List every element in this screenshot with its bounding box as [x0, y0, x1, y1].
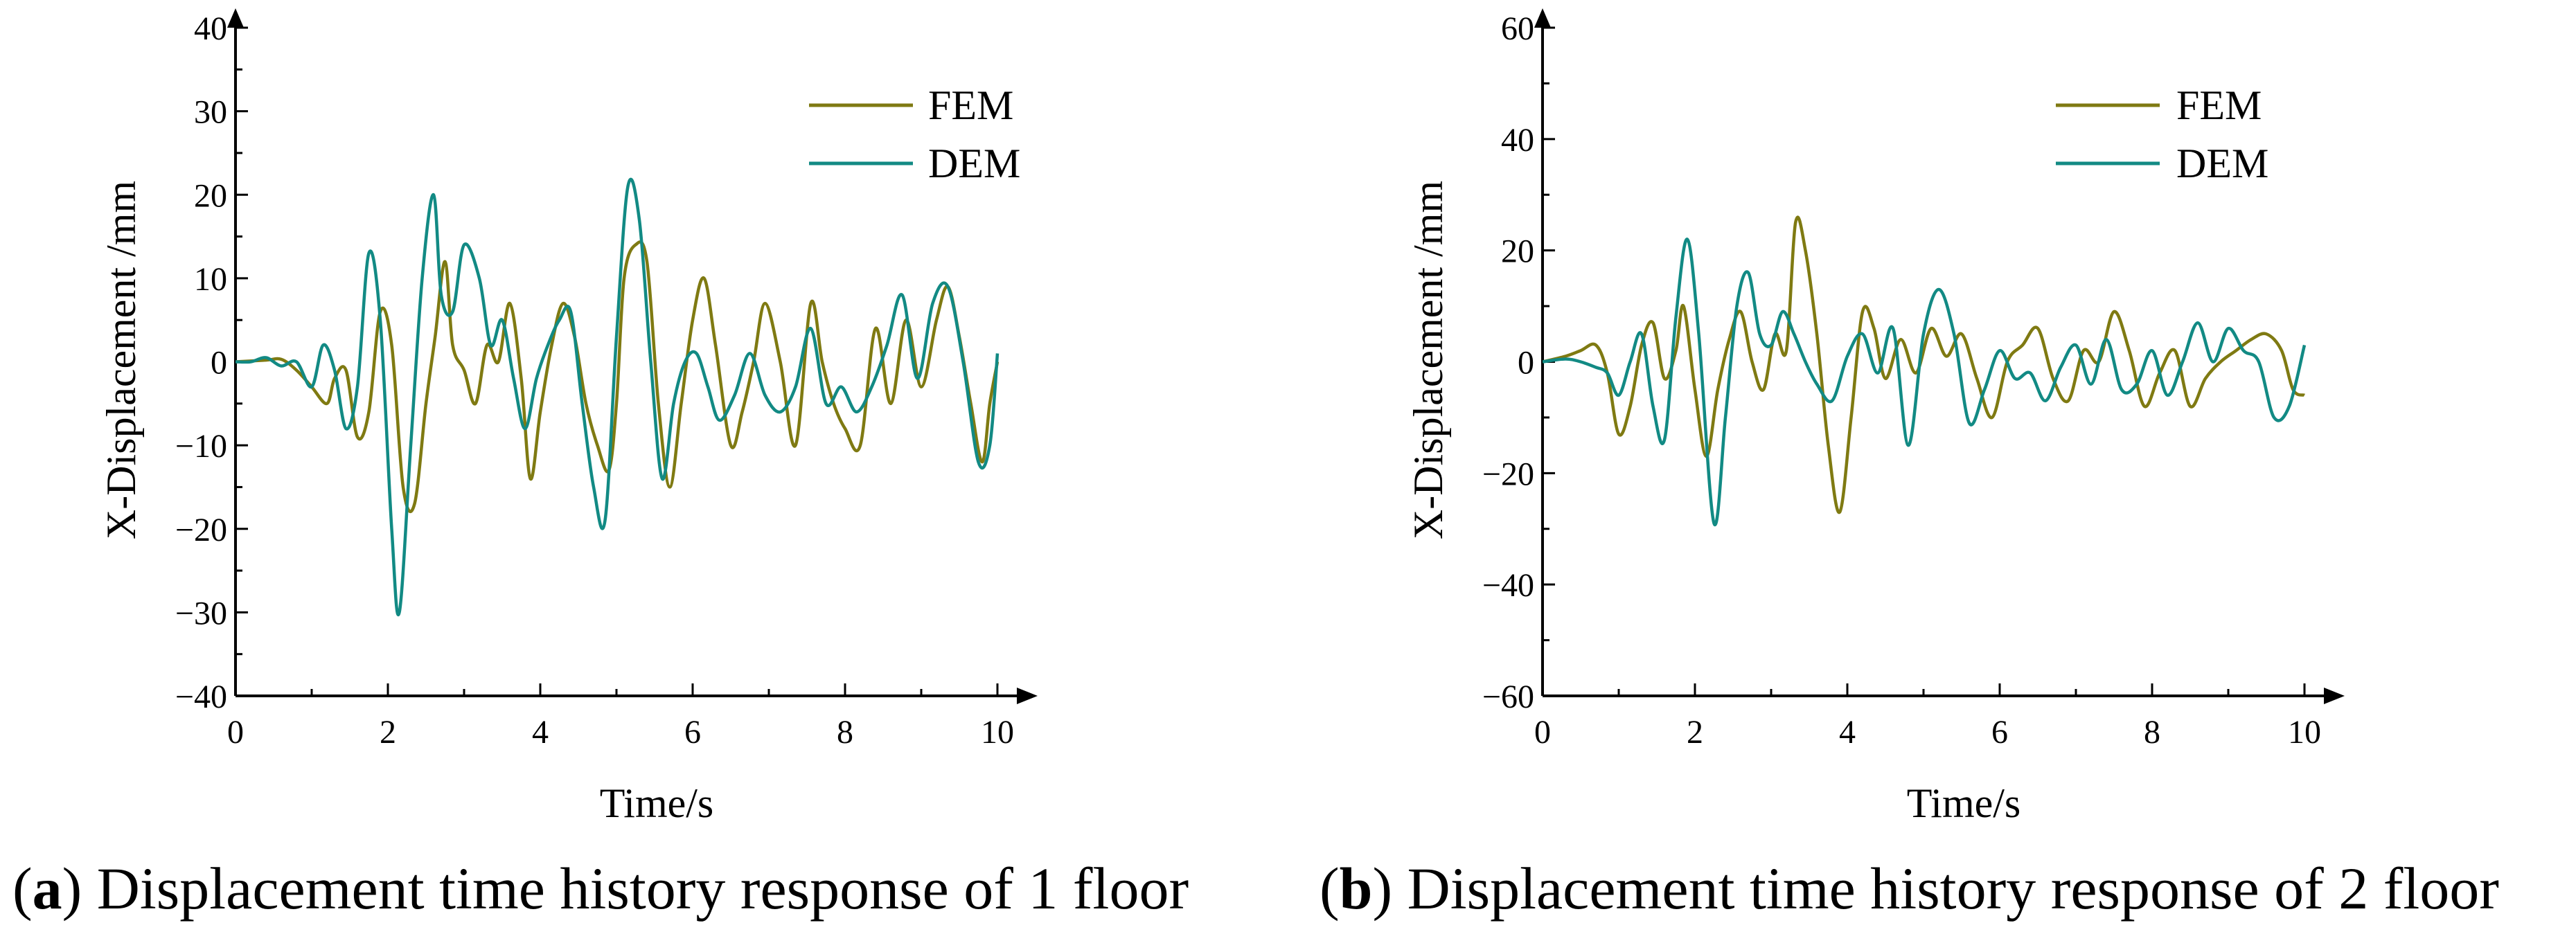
chart-b-legend-fem-label: FEM: [2176, 82, 2262, 128]
chart-a-y-tick-label: −30: [175, 595, 227, 631]
caption-b-text: Displacement time history response of 2 …: [1407, 855, 2499, 922]
chart-b-legend: FEM DEM: [2056, 82, 2268, 186]
chart-a-ylabel: X-Displacement /mm: [98, 181, 144, 539]
caption-b-label: b: [1339, 855, 1373, 922]
chart-b-y-tick-label: 60: [1501, 10, 1534, 47]
chart-a-x-tick-label: 10: [981, 714, 1014, 751]
chart-a: 0 2 4 6 8 10 −40 −30 −20 −10 0 10 20 30 40 Time/s X-Di…: [98, 8, 1038, 826]
chart-b-y-arrow: [1534, 8, 1551, 28]
chart-a-y-arrow: [227, 8, 244, 28]
chart-b-y-tick-label: 20: [1501, 233, 1534, 270]
chart-a-series: [236, 177, 1000, 616]
chart-b-y-tick-label: 0: [1518, 345, 1534, 382]
chart-b-tick-labels: 0 2 4 6 8 10 −60 −40 −20 0 20 40 60: [1482, 10, 2321, 751]
chart-a-y-tick-label: 40: [194, 10, 227, 47]
chart-b-x-tick-label: 0: [1534, 714, 1551, 751]
chart-a-x-tick-label: 0: [227, 714, 244, 751]
chart-b-y-tick-label: 40: [1501, 122, 1534, 159]
chart-a-series-fem: [236, 240, 1000, 513]
chart-a-y-tick-label: −20: [175, 512, 227, 548]
chart-a-tick-labels: 0 2 4 6 8 10 −40 −30 −20 −10 0 10 20 30 40: [175, 10, 1014, 751]
caption-a: (a) Displacement time history response o…: [12, 855, 1189, 922]
chart-a-y-tick-label: 20: [194, 177, 227, 214]
chart-b-x-tick-label: 6: [1991, 714, 2008, 751]
chart-b-axes: [1534, 8, 2345, 704]
chart-a-legend-dem-label: DEM: [928, 141, 1020, 186]
caption-a-label: a: [32, 855, 62, 922]
chart-b-ylabel: X-Displacement /mm: [1405, 181, 1451, 539]
chart-a-x-tick-label: 4: [532, 714, 549, 751]
caption-a-text: Displacement time history response of 1 …: [96, 855, 1189, 922]
chart-a-xlabel: Time/s: [600, 780, 714, 826]
chart-a-y-tick-label: 0: [211, 345, 227, 382]
caption-b: (b) Displacement time history response o…: [1320, 855, 2499, 922]
chart-a-x-tick-label: 6: [684, 714, 701, 751]
chart-b-legend-dem-label: DEM: [2176, 141, 2268, 186]
chart-b-x-tick-label: 2: [1687, 714, 1703, 751]
chart-b-x-tick-label: 8: [2144, 714, 2160, 751]
chart-b-x-tick-label: 4: [1839, 714, 1856, 751]
chart-b-xlabel: Time/s: [1907, 780, 2021, 826]
chart-b-series-fem: [1543, 215, 2306, 514]
chart-b-y-tick-label: −20: [1482, 456, 1534, 492]
chart-a-legend-fem-label: FEM: [928, 82, 1013, 128]
chart-b-y-tick-label: −40: [1482, 567, 1534, 604]
chart-a-y-tick-label: 30: [194, 94, 227, 131]
chart-a-x-tick-label: 8: [837, 714, 853, 751]
chart-a-legend: FEM DEM: [809, 82, 1020, 186]
chart-b: 0 2 4 6 8 10 −60 −40 −20 0 20 40 60 Time/s X-Displac…: [1405, 8, 2345, 826]
chart-a-series-dem: [236, 177, 1000, 616]
chart-a-y-tick-label: 10: [194, 261, 227, 298]
chart-a-axes: [227, 8, 1038, 704]
chart-b-y-tick-label: −60: [1482, 679, 1534, 715]
chart-b-series: [1543, 215, 2307, 527]
chart-a-y-tick-label: −40: [175, 679, 227, 715]
chart-a-x-tick-label: 2: [380, 714, 396, 751]
chart-a-y-tick-label: −10: [175, 428, 227, 465]
chart-b-x-arrow: [2324, 688, 2345, 704]
chart-b-series-dem: [1543, 238, 2307, 527]
chart-b-x-tick-label: 10: [2288, 714, 2321, 751]
chart-a-x-arrow: [1017, 688, 1038, 704]
